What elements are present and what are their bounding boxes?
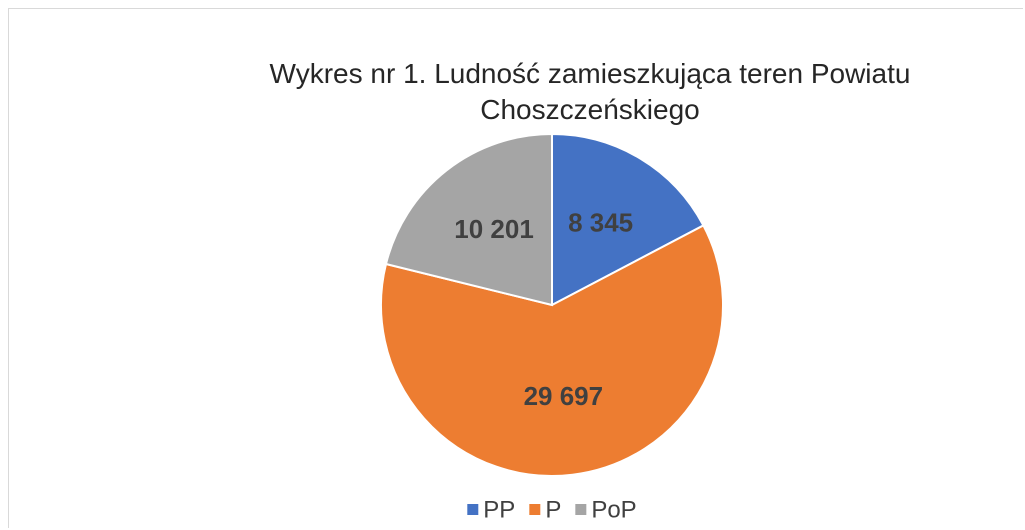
pie-slice: [380, 224, 724, 477]
legend-swatch: [529, 504, 541, 515]
data-label: 29 697: [524, 381, 604, 411]
chart-frame: [8, 8, 1023, 528]
chart-title: Wykres nr 1. Ludność zamieszkująca teren…: [269, 58, 911, 125]
pie-slice: [551, 132, 705, 307]
legend-label: P: [545, 496, 561, 523]
legend-swatch: [575, 504, 587, 515]
legend-swatch: [467, 504, 479, 515]
legend-label: PoP: [591, 496, 636, 523]
data-label: 8 345: [568, 207, 633, 237]
pie-slice: [384, 132, 553, 307]
legend-label: PP: [483, 496, 515, 523]
data-label: 10 201: [454, 214, 534, 244]
